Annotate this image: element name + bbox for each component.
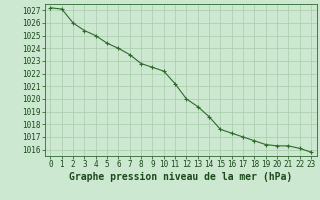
X-axis label: Graphe pression niveau de la mer (hPa): Graphe pression niveau de la mer (hPa) — [69, 172, 292, 182]
